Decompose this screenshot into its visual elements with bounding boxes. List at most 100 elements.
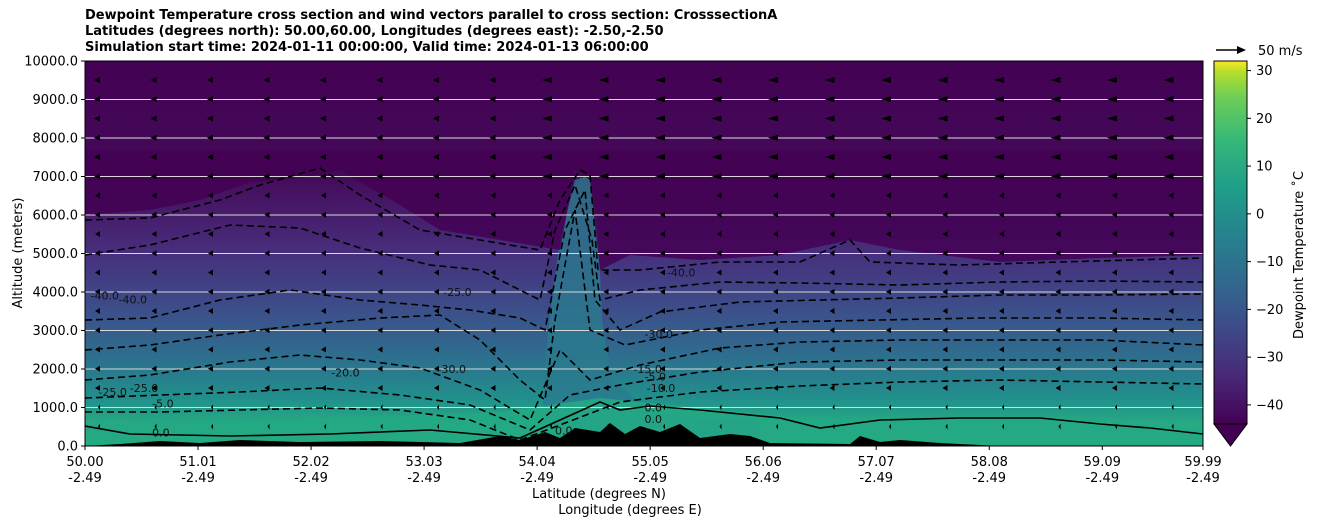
wind-vector	[1055, 269, 1061, 276]
wind-vector	[264, 365, 270, 372]
wind-vector	[207, 115, 213, 122]
wind-vector	[98, 404, 100, 411]
x-tick-label-lat: 51.01	[179, 455, 216, 470]
wind-vector	[824, 77, 835, 83]
wind-vector	[999, 269, 1004, 276]
wind-vector	[829, 346, 835, 353]
wind-vector	[886, 385, 891, 391]
wind-vector	[829, 250, 835, 257]
wind-vector	[547, 250, 552, 257]
wind-vector	[1112, 288, 1117, 295]
x-tick-label-lat: 58.08	[971, 455, 1008, 470]
wind-vector	[942, 385, 948, 391]
wind-vector	[377, 288, 383, 295]
wind-vector	[547, 385, 552, 391]
wind-vector	[773, 327, 778, 334]
wind-vector	[489, 77, 496, 83]
wind-vector	[95, 211, 100, 218]
wind-vector	[151, 365, 157, 372]
wind-vector	[1163, 173, 1174, 180]
wind-vector	[716, 269, 722, 276]
wind-vector	[829, 288, 835, 295]
wind-vector	[321, 346, 326, 353]
x-tick-label-lat: 52.02	[292, 455, 329, 470]
wind-vector	[263, 154, 270, 160]
wind-vector	[886, 365, 891, 372]
wind-vector	[207, 173, 213, 180]
wind-vector	[660, 211, 665, 218]
wind-vector	[321, 308, 326, 314]
contour-label: 0.0	[645, 413, 663, 426]
wind-vector	[1112, 327, 1117, 334]
wind-vector	[547, 308, 552, 314]
wind-vector	[1055, 385, 1061, 391]
wind-vector	[1055, 192, 1061, 199]
wind-vector	[603, 192, 609, 199]
wind-vector	[1168, 231, 1174, 237]
wind-vector	[603, 308, 609, 314]
wind-vector	[433, 154, 439, 160]
wind-vector	[376, 77, 383, 83]
wind-vector	[1050, 96, 1061, 103]
x-tick-label-lon: -2.49	[746, 471, 780, 486]
wind-vector	[95, 385, 100, 391]
x-tick-label-lat: 56.06	[745, 455, 782, 470]
y-tick-label: 1000.0	[33, 401, 79, 416]
wind-vector	[264, 385, 270, 391]
colorbar-tick-label: −40	[1256, 398, 1283, 413]
wind-vector	[94, 134, 100, 141]
wind-vector	[1168, 269, 1174, 276]
x-tick-label-lat: 50.00	[66, 455, 103, 470]
y-tick-label: 5000.0	[33, 247, 79, 262]
contour-label: -25.0	[443, 286, 471, 299]
wind-vector	[150, 154, 157, 160]
wind-vector	[321, 365, 326, 372]
wind-vector	[208, 327, 213, 334]
wind-vector	[489, 96, 496, 103]
surface-moist-layer	[85, 398, 1203, 446]
wind-vector	[380, 423, 383, 430]
wind-vector	[829, 269, 835, 276]
wind-vector	[1115, 423, 1117, 430]
wind-vector	[94, 115, 100, 122]
wind-vector	[603, 211, 609, 218]
wind-vector	[1055, 250, 1061, 257]
wind-vector	[321, 192, 326, 199]
wind-vector	[886, 308, 891, 314]
wind-vector	[773, 269, 778, 276]
grid-lines	[85, 61, 1203, 446]
wind-vector	[320, 115, 326, 122]
y-axis: 0.0 1000.0 2000.0 3000.0 4000.0 5000.0 6000.0 7…	[24, 55, 85, 455]
wind-vector	[94, 173, 100, 180]
colorbar: 30 20 10 0 −10 −20 −30 −40 Dewpoint Temperature…	[1213, 60, 1307, 447]
wind-vector	[942, 365, 948, 372]
chart-title-line-2: Latitudes (degrees north): 50.00,60.00, …	[85, 24, 664, 39]
wind-vector	[95, 308, 100, 314]
wind-vector	[716, 365, 722, 372]
wind-vector	[937, 77, 948, 83]
colorbar-tick-label: 20	[1256, 112, 1273, 127]
y-tick-label: 7000.0	[33, 170, 79, 185]
wind-vector	[320, 96, 326, 103]
wind-vector	[716, 308, 722, 314]
wind-vector	[655, 134, 665, 141]
wind-vector	[542, 77, 552, 83]
wind-vector	[377, 192, 383, 199]
wind-vector	[1107, 154, 1117, 160]
wind-vector	[489, 173, 496, 180]
wind-vector	[151, 385, 157, 391]
wind-vector	[655, 115, 665, 122]
wind-vector	[1055, 346, 1061, 353]
wind-vector	[380, 404, 383, 411]
wind-vector	[263, 77, 270, 83]
wind-vector	[434, 211, 439, 218]
contour-label: -25.0	[130, 382, 158, 395]
wind-vector	[542, 173, 552, 180]
wind-vector	[433, 115, 439, 122]
y-tick-label: 4000.0	[33, 286, 79, 301]
wind-vector	[655, 173, 665, 180]
wind-vector	[207, 77, 213, 83]
wind-vector	[603, 288, 609, 295]
colorbar-tick-label: −30	[1256, 351, 1283, 366]
wind-vector	[942, 308, 948, 314]
